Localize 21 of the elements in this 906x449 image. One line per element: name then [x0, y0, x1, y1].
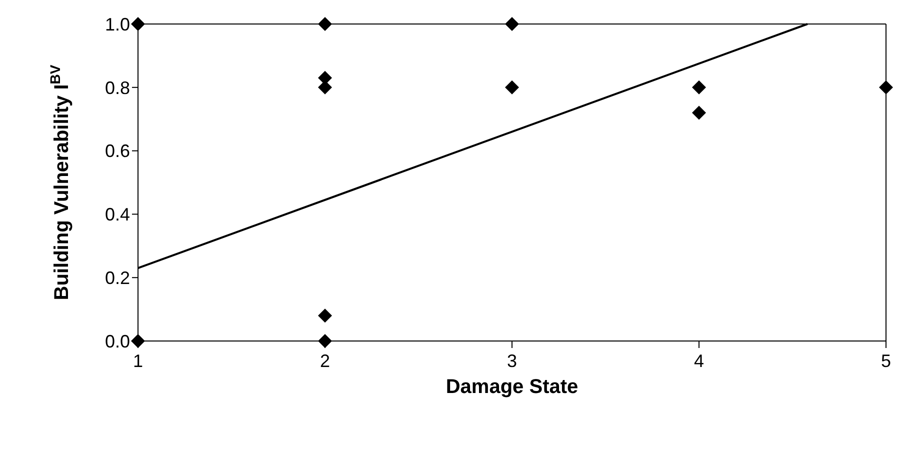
x-tick-label: 3 — [506, 350, 518, 371]
point — [318, 17, 332, 31]
point — [505, 80, 519, 94]
y-tick-label: 1.0 — [104, 14, 130, 34]
y-tick-label: 0.6 — [104, 141, 130, 162]
point — [318, 308, 332, 323]
x-tick-label: 2 — [320, 350, 330, 371]
y-tick-label: 0.0 — [104, 331, 130, 352]
x-tick-label: 1 — [132, 350, 144, 371]
point — [879, 80, 893, 94]
point — [318, 334, 332, 348]
point — [131, 17, 145, 31]
y-tick-label: 0.8 — [104, 78, 130, 98]
point — [505, 17, 519, 31]
point — [692, 106, 706, 120]
x-axis-title: Damage State — [446, 376, 578, 398]
y-tick-label: 0.2 — [104, 268, 130, 288]
x-tick-label: 5 — [880, 350, 892, 371]
x-tick-label: 4 — [694, 350, 704, 371]
y-tick-label: 0.4 — [104, 204, 130, 225]
point — [692, 80, 706, 94]
